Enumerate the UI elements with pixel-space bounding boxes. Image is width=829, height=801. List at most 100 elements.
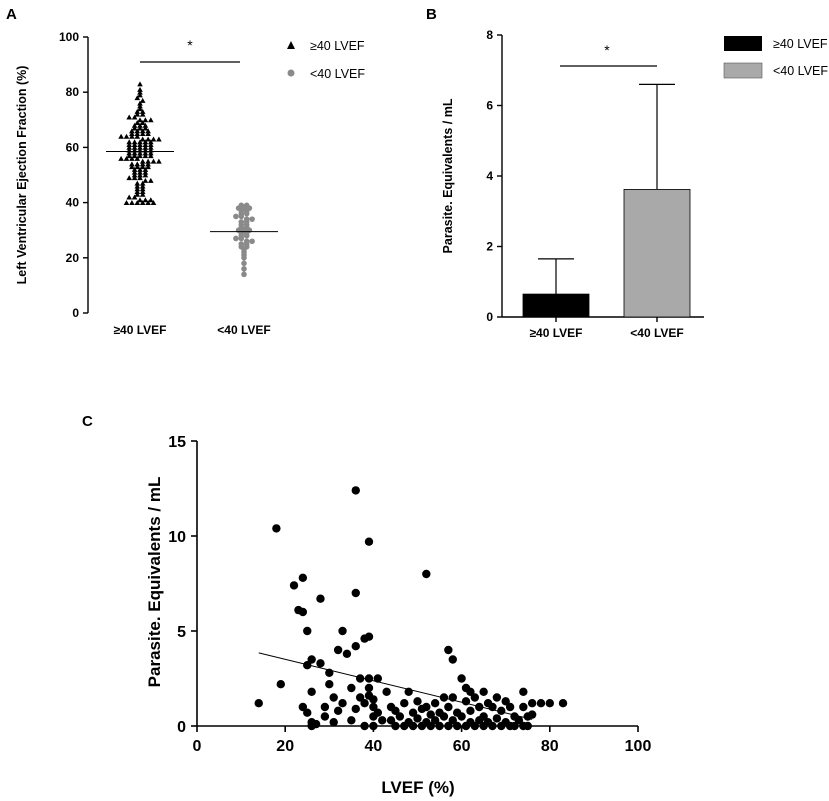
panel-c-ylabel: Parasite. Equivalents / mL	[145, 477, 164, 688]
panel-c-point	[527, 699, 537, 708]
panel-a-ytick-label: 80	[66, 85, 80, 99]
panel-c-point	[333, 706, 343, 715]
panel-a-point-1	[145, 131, 151, 136]
panel-c-point	[386, 716, 396, 725]
panel-c-point	[320, 702, 330, 712]
panel-a-point-1	[129, 131, 135, 136]
panel-c-point	[311, 719, 321, 729]
panel-a-point-1	[139, 186, 146, 192]
panel-a-point-1	[139, 119, 146, 125]
panel-a-point-1	[139, 136, 146, 142]
panel-a-point-1	[129, 161, 135, 167]
panel-a-point-2	[241, 266, 247, 272]
panel-c-point	[351, 704, 360, 714]
panel-a-point-1	[134, 188, 141, 194]
panel-c-point	[369, 702, 378, 712]
panel-a-point-1	[148, 144, 154, 150]
panel-c-point	[316, 594, 325, 603]
panel-c-point	[497, 706, 506, 715]
panel-a-point-1	[142, 139, 149, 145]
panel-a-point-1	[137, 106, 143, 112]
panel-a-point-1	[137, 142, 143, 148]
panel-a-point-1	[137, 166, 143, 172]
panel-a-point-1	[145, 164, 151, 170]
panel-a-point-1	[123, 133, 130, 139]
panel-a-point-1	[126, 150, 132, 156]
panel-a-point-1	[137, 169, 143, 175]
panel-c-xtick-label: 0	[193, 738, 202, 755]
panel-c-point	[558, 699, 568, 708]
panel-c-point	[307, 655, 316, 664]
panel-c-point	[351, 588, 360, 598]
panel-a-point-1	[134, 180, 141, 186]
panel-a-point-1	[126, 114, 132, 120]
panel-a-point-1	[137, 125, 143, 131]
panel-a-point-1	[148, 177, 154, 183]
panel-a-point-1	[134, 133, 141, 139]
panel-a-point-1	[137, 150, 143, 156]
panel-b-ylabel: Parasite. Equivalents / mL	[441, 98, 455, 253]
panel-a-point-1	[131, 194, 138, 200]
panel-label-a: A	[6, 6, 17, 23]
panel-b-ytick-label: 8	[486, 28, 493, 42]
panel-c-point	[347, 683, 356, 693]
panel-c-point	[369, 721, 378, 731]
panel-c-point	[505, 702, 515, 712]
panel-a-point-1	[126, 139, 132, 145]
panel-c-point	[426, 721, 435, 731]
panel-c-point	[422, 569, 431, 579]
panel-label-c: C	[82, 413, 93, 430]
panel-a-point-1	[139, 180, 146, 186]
panel-a-point-1	[123, 155, 130, 161]
panel-c-point	[303, 708, 312, 717]
panel-c-ytick-label: 10	[168, 529, 186, 546]
panel-a-point-1	[139, 191, 146, 197]
panel-a-point-1	[150, 158, 157, 164]
panel-a-point-1	[134, 164, 141, 170]
panel-a-point-1	[131, 153, 138, 159]
panel-c-point	[413, 714, 422, 723]
panel-a-point-1	[129, 133, 135, 139]
panel-a-point-1	[126, 153, 132, 159]
panel-c-point	[470, 721, 480, 731]
panel-a-point-1	[148, 117, 154, 123]
panel-b-category-1: ≥40 LVEF	[529, 326, 582, 340]
panel-b-bar	[623, 188, 691, 318]
panel-a-significance: *	[187, 37, 193, 53]
panel-a-point-2	[233, 213, 239, 220]
panel-c-point	[360, 699, 369, 708]
panel-a-point-1	[137, 100, 143, 106]
panel-a-legend-1: ≥40 LVEF	[310, 39, 365, 53]
panel-a-point-1	[137, 81, 143, 87]
panel-b-bar	[522, 293, 590, 318]
panel-c-point	[452, 721, 462, 731]
panel-c-ytick-label: 15	[168, 434, 186, 451]
panel-a-point-1	[126, 194, 132, 200]
legend-swatch-gray	[723, 62, 763, 79]
panel-a-chart: Left Ventricular Ejection Fraction (%) ≥…	[15, 30, 365, 337]
panel-c-point	[448, 716, 457, 725]
panel-a-point-1	[134, 119, 141, 125]
panel-a-point-1	[139, 111, 146, 117]
panel-a-point-1	[131, 114, 138, 120]
panel-a-point-1	[139, 200, 146, 205]
panel-c-point	[514, 716, 524, 725]
panel-a-point-2	[249, 238, 255, 245]
panel-a-point-1	[137, 172, 143, 178]
panel-a-point-1	[148, 197, 154, 203]
panel-c-point	[347, 716, 356, 725]
panel-c-point	[408, 721, 418, 731]
panel-label-b: B	[426, 6, 437, 23]
panel-a-point-2	[241, 271, 247, 278]
panel-c-point	[276, 680, 285, 689]
panel-a-point-1	[145, 136, 151, 142]
panel-c-xtick-label: 60	[453, 738, 471, 755]
panel-a-ylabel: Left Ventricular Ejection Fraction (%)	[15, 66, 29, 285]
panel-b-ytick-label: 2	[486, 240, 493, 254]
panel-c-point	[466, 706, 475, 715]
panel-c-point	[364, 632, 374, 641]
panel-c-point	[448, 655, 457, 664]
panel-a-point-1	[131, 150, 138, 156]
panel-c-point	[430, 699, 440, 708]
